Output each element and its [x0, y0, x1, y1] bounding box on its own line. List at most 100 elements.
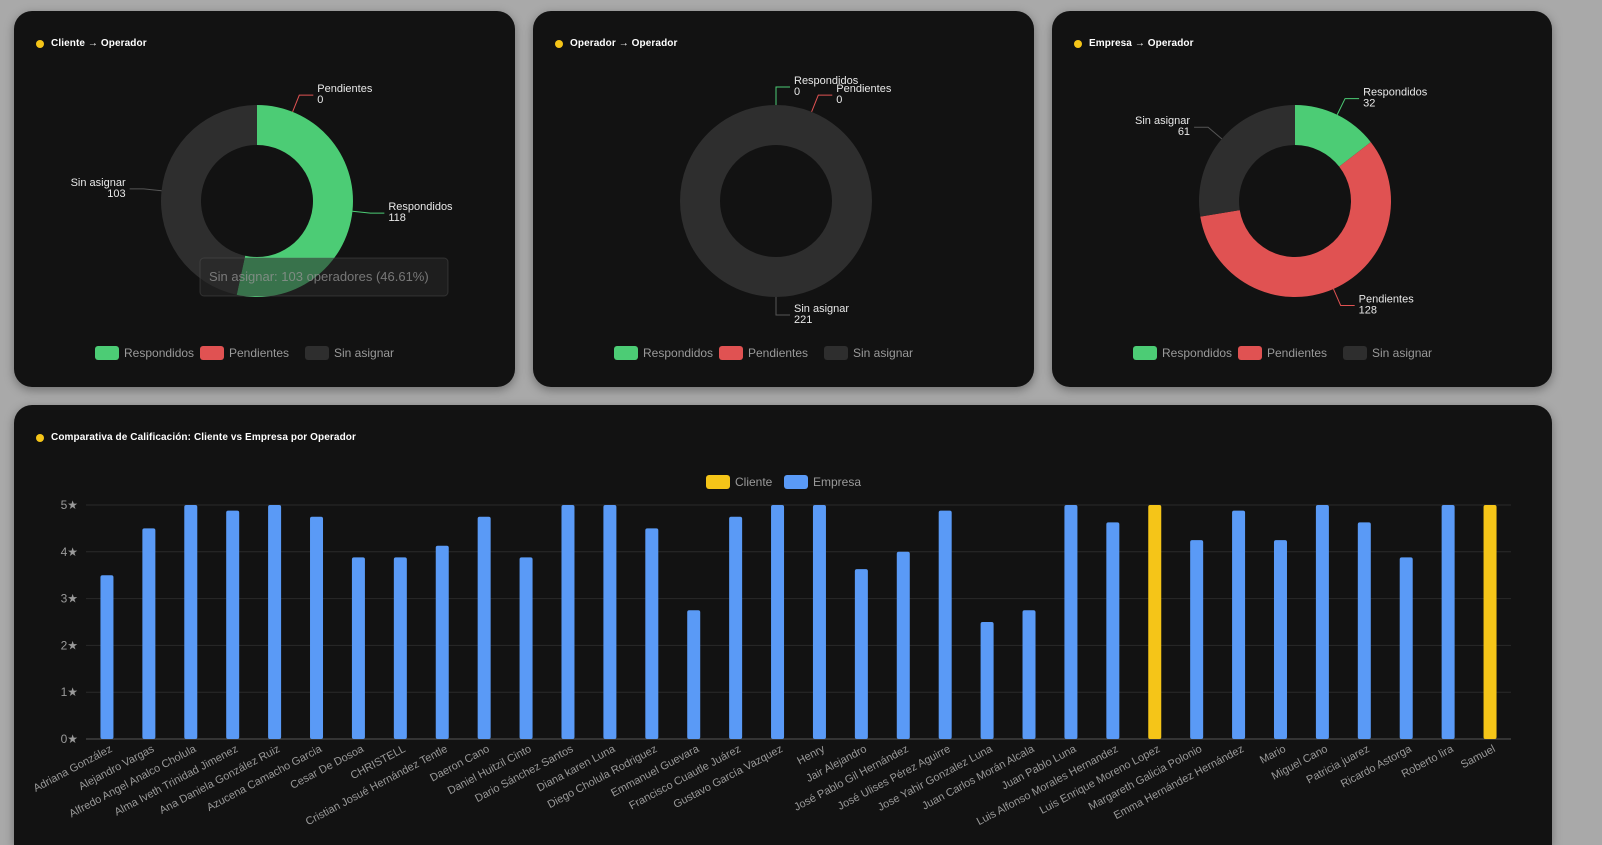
slice-value-pendientes: 0: [836, 94, 842, 106]
bar-empresa-juan-pablo-luna[interactable]: [1064, 505, 1078, 739]
legend-item-respondidos[interactable]: Respondidos: [1133, 346, 1232, 360]
legend-label: Sin asignar: [334, 346, 394, 360]
bar-card-comparativa: Comparativa de Calificación: Cliente vs …: [14, 405, 1552, 845]
legend-item-empresa[interactable]: Empresa: [784, 475, 861, 489]
slice-value-respondidos: 118: [388, 212, 406, 224]
donut-slice-sin-asignar[interactable]: [680, 105, 872, 297]
leader-line-sin-asignar: [1194, 126, 1223, 140]
legend-swatch: [614, 346, 638, 360]
legend-swatch: [784, 475, 808, 489]
donut-slice-sin-asignar[interactable]: [1199, 105, 1295, 217]
title-dot-icon: [36, 39, 44, 48]
bar-empresa-gustavo-garc-a-vazquez[interactable]: [771, 505, 785, 739]
legend-swatch: [824, 346, 848, 360]
bar-empresa-luis-alfonso-morales-hernandez[interactable]: [1106, 522, 1120, 739]
donut-slice-respondidos[interactable]: [236, 105, 354, 297]
slice-label-sin-asignar: Sin asignar: [794, 303, 849, 315]
bar-empresa-daniel-huitzil-cinto[interactable]: [519, 557, 533, 739]
slice-label-sin-asignar: Sin asignar: [1135, 115, 1190, 127]
bar-empresa-diego-cholula-rodriguez[interactable]: [645, 528, 659, 739]
bar-empresa-christell[interactable]: [393, 557, 407, 739]
bar-empresa-daeron-cano[interactable]: [477, 516, 491, 739]
bar-empresa-alma-iveth-trinidad-jimenez[interactable]: [226, 510, 240, 739]
bar-empresa-juan-carlos-mor-n-alcala[interactable]: [1022, 610, 1036, 739]
legend-item-pendientes[interactable]: Pendientes: [200, 346, 289, 360]
legend-swatch: [1343, 346, 1367, 360]
card-title-operador: Operador → Operador: [555, 38, 677, 49]
slice-value-sin-asignar: 221: [794, 314, 812, 326]
bar-empresa-francisco-cuautle-ju-rez[interactable]: [729, 516, 743, 739]
bar-empresa-alfredo-angel-analco-cholula[interactable]: [184, 505, 198, 739]
slice-label-respondidos: Respondidos: [388, 201, 453, 213]
slice-value-sin-asignar: 61: [1178, 126, 1190, 138]
x-tick-label: Ricardo Astorga: [1339, 743, 1415, 791]
bar-empresa-patricia-juarez[interactable]: [1357, 522, 1371, 739]
legend-swatch: [200, 346, 224, 360]
donut-slice-respondidos[interactable]: [1295, 105, 1371, 167]
legend-swatch: [305, 346, 329, 360]
bar-empresa-emmanuel-guevara[interactable]: [687, 610, 701, 739]
tooltip-box: [199, 257, 449, 297]
bar-empresa-azucena-camacho-garcia[interactable]: [310, 516, 324, 739]
legend-item-sin-asignar[interactable]: Sin asignar: [1343, 346, 1432, 360]
legend-item-pendientes[interactable]: Pendientes: [719, 346, 808, 360]
legend-swatch: [1238, 346, 1262, 360]
bar-empresa-mario[interactable]: [1273, 540, 1287, 739]
slice-value-pendientes: 0: [317, 94, 323, 106]
legend-label: Respondidos: [1162, 346, 1232, 360]
legend-item-pendientes[interactable]: Pendientes: [1238, 346, 1327, 360]
bar-empresa-ana-daniela-gonz-lez-ruiz[interactable]: [268, 505, 282, 739]
bar-empresa-miguel-cano[interactable]: [1315, 505, 1329, 739]
bar-empresa-jos-ulises-p-rez-aguirre[interactable]: [938, 510, 952, 739]
donut-slice-sin-asignar[interactable]: [161, 105, 257, 295]
x-tick-label: Mario: [1258, 743, 1288, 767]
slice-label-pendientes: Pendientes: [836, 83, 892, 95]
card-title-comparativa: Comparativa de Calificación: Cliente vs …: [36, 432, 356, 443]
leader-line-respondidos: [352, 210, 385, 214]
legend-label: Cliente: [735, 475, 773, 489]
bar-empresa-margareth-galicia-polonio[interactable]: [1190, 540, 1204, 739]
legend-swatch: [1133, 346, 1157, 360]
slice-label-pendientes: Pendientes: [1359, 293, 1415, 305]
bar-empresa-jos-pablo-gil-hern-ndez[interactable]: [896, 551, 910, 739]
bar-empresa-jair-alejandro[interactable]: [854, 569, 868, 739]
y-tick-label: 5★: [61, 498, 78, 512]
card-title-text: Operador → Operador: [570, 38, 678, 49]
legend-item-respondidos[interactable]: Respondidos: [614, 346, 713, 360]
legend-item-sin-asignar[interactable]: Sin asignar: [305, 346, 394, 360]
bar-empresa-adriana-gonz-lez[interactable]: [100, 575, 114, 739]
donut-slice-pendientes[interactable]: [1200, 142, 1391, 297]
title-dot-icon: [36, 433, 44, 442]
legend-item-cliente[interactable]: Cliente: [706, 475, 773, 489]
bar-cliente-luis-enrique-moreno-lopez[interactable]: [1148, 505, 1162, 739]
tooltip-text: Sin asignar: 103 operadores (46.61%): [209, 269, 429, 284]
title-dot-icon: [1074, 39, 1082, 48]
bar-empresa-roberto-lira[interactable]: [1441, 505, 1455, 739]
slice-label-respondidos: Respondidos: [1363, 87, 1428, 99]
bar-empresa-jose-yahir-gonzalez-luna[interactable]: [980, 622, 994, 739]
bar-empresa-alejandro-vargas[interactable]: [142, 528, 156, 739]
legend-label: Pendientes: [748, 346, 808, 360]
slice-label-respondidos: Respondidos: [794, 75, 859, 87]
bar-empresa-cristian-josu-hern-ndez-tentle[interactable]: [435, 545, 449, 739]
leader-line-pendientes: [811, 94, 833, 113]
legend-swatch: [706, 475, 730, 489]
legend-label: Sin asignar: [853, 346, 913, 360]
bar-empresa-emma-hern-ndez-hern-ndez[interactable]: [1232, 510, 1246, 739]
legend-item-respondidos[interactable]: Respondidos: [95, 346, 194, 360]
bar-empresa-ricardo-astorga[interactable]: [1399, 557, 1413, 739]
bar-empresa-cesar-de-dosoa[interactable]: [351, 557, 365, 739]
bar-empresa-diana-karen-luna[interactable]: [603, 505, 617, 739]
legend-item-sin-asignar[interactable]: Sin asignar: [824, 346, 913, 360]
legend-label: Respondidos: [643, 346, 713, 360]
leader-line-pendientes: [1333, 288, 1355, 306]
slice-value-respondidos: 0: [794, 86, 800, 98]
slice-label-sin-asignar: Sin asignar: [71, 177, 126, 189]
bar-empresa-dario-s-nchez-santos[interactable]: [561, 505, 575, 739]
bar-cliente-samuel[interactable]: [1483, 505, 1497, 739]
legend-swatch: [719, 346, 743, 360]
slice-value-sin-asignar: 103: [107, 188, 125, 200]
x-tick-label: Samuel: [1459, 743, 1498, 771]
bar-empresa-henry[interactable]: [812, 505, 826, 739]
